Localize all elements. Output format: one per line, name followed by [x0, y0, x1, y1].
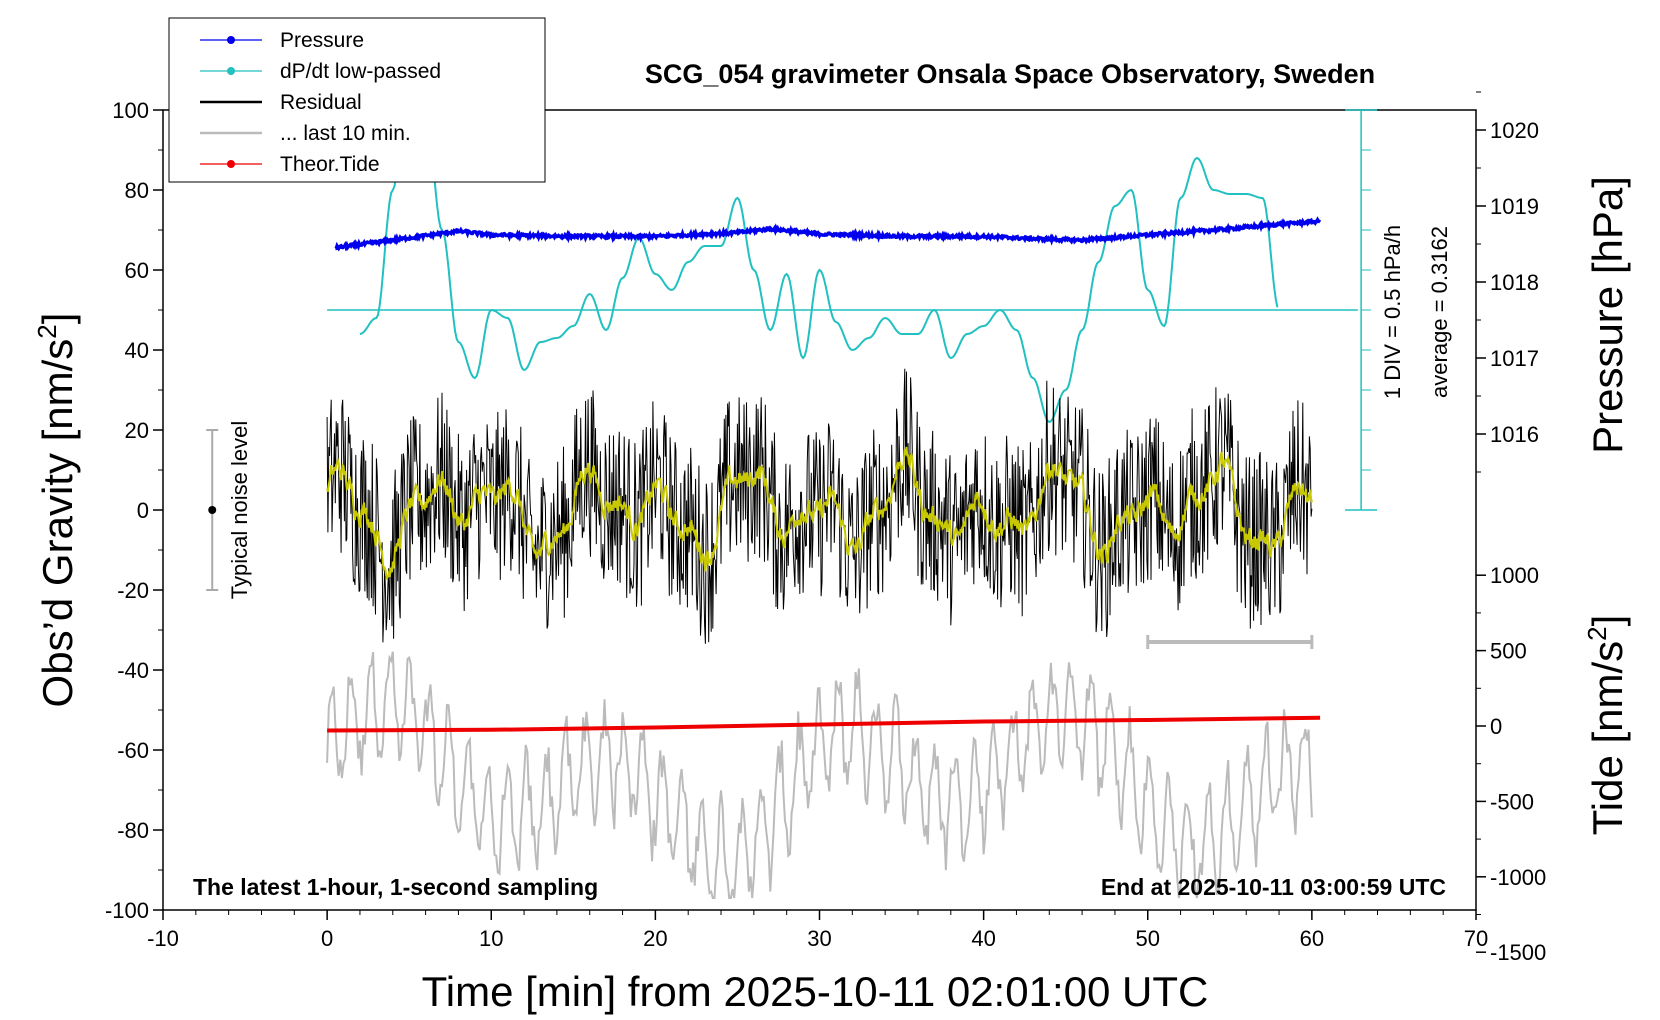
- pressure-group: [334, 216, 1322, 252]
- noise-label: Typical noise level: [227, 421, 252, 600]
- dpdt-line: [359, 109, 1279, 424]
- tide-group: [327, 715, 1321, 733]
- legend-box: [168, 17, 546, 183]
- legend-label: Residual: [280, 91, 362, 114]
- x-tick-label: -10: [147, 926, 179, 951]
- legend-label: Theor.Tide: [280, 153, 380, 176]
- y-left-main: Obs’d Gravity [nm/s: [34, 339, 81, 708]
- tide-tick-label: -1000: [1490, 865, 1546, 890]
- y-tick-label: 100: [112, 98, 149, 123]
- legend-swatch-marker: [227, 160, 235, 168]
- pressure-tick-label: 1016: [1490, 422, 1539, 447]
- y-tide-main: Tide [nm/s: [1584, 641, 1631, 836]
- y-tick-label: 20: [125, 418, 149, 443]
- annotation-right: End at 2025-10-11 03:00:59 UTC: [1101, 874, 1446, 900]
- last10-group: [326, 651, 1313, 899]
- y-tide-end: ]: [1584, 615, 1631, 627]
- y-tide-sup: 2: [1582, 626, 1612, 640]
- legend: Pressure dP/dt low-passed Residual ... last…: [168, 17, 546, 183]
- div-label: 1 DIV = 0.5 hPa/h: [1380, 225, 1405, 399]
- legend-swatch-marker: [227, 36, 235, 44]
- residual-group: [326, 368, 1313, 644]
- pressure-line: [334, 216, 1322, 252]
- pressure-tick-label: 1020: [1490, 118, 1539, 143]
- y-tick-label: -20: [117, 578, 149, 603]
- y-tick-label: -80: [117, 818, 149, 843]
- legend-label: ... last 10 min.: [280, 122, 411, 145]
- y-tick-label: 0: [137, 498, 149, 523]
- x-axis-title: Time [min] from 2025-10-11 02:01:00 UTC: [422, 968, 1209, 1015]
- y-tick-label: 80: [125, 178, 149, 203]
- x-tick-label: 0: [321, 926, 333, 951]
- tide-tick-label: -1500: [1490, 940, 1546, 965]
- residual-lowpass-line: [326, 446, 1313, 581]
- last10-line: [326, 651, 1313, 899]
- chart-title: SCG_054 gravimeter Onsala Space Observat…: [645, 59, 1375, 89]
- legend-label: Pressure: [280, 29, 364, 52]
- x-tick-label: 30: [807, 926, 831, 951]
- pressure-tick-label: 1018: [1490, 270, 1539, 295]
- x-tick-label: 50: [1136, 926, 1160, 951]
- x-tick-label: 20: [643, 926, 667, 951]
- y-axis-left-title: Obs’d Gravity [nm/s2]: [32, 313, 81, 708]
- x-tick-label: 10: [479, 926, 503, 951]
- ticks-group: -10 0 10 20 30 40 50 60 70100806040200-20-40-60-…: [105, 91, 1546, 965]
- x-tick-label: 40: [971, 926, 995, 951]
- legend-swatch-marker: [227, 67, 235, 75]
- tide-line: [327, 715, 1321, 733]
- annotation-left: The latest 1-hour, 1-second sampling: [193, 874, 598, 900]
- average-label: average = 0.3162: [1427, 226, 1452, 398]
- y-tick-label: -60: [117, 738, 149, 763]
- pressure-tick-label: 1017: [1490, 346, 1539, 371]
- x-tick-label: 70: [1464, 926, 1488, 951]
- y-left-sup: 2: [32, 324, 62, 338]
- tide-tick-label: 0: [1490, 714, 1502, 739]
- y-tick-label: -40: [117, 658, 149, 683]
- x-tick-label: 60: [1300, 926, 1324, 951]
- y-tick-label: -100: [105, 898, 149, 923]
- pressure-tick-label: 1019: [1490, 194, 1539, 219]
- y-axis-pressure-title: Pressure [hPa]: [1584, 176, 1631, 454]
- dpdt-group: [359, 109, 1279, 424]
- tide-tick-label: 500: [1490, 639, 1527, 664]
- residual-line: [326, 368, 1313, 644]
- y-left-end: ]: [34, 313, 81, 325]
- y-axis-tide-title: Tide [nm/s2]: [1582, 615, 1631, 836]
- tide-tick-label: 1000: [1490, 563, 1539, 588]
- legend-label: dP/dt low-passed: [280, 60, 441, 83]
- noise-bar-dot: [208, 506, 217, 514]
- annotation-group: [206, 109, 1378, 649]
- y-tick-label: 40: [125, 338, 149, 363]
- y-tick-label: 60: [125, 258, 149, 283]
- tide-tick-label: -500: [1490, 789, 1534, 814]
